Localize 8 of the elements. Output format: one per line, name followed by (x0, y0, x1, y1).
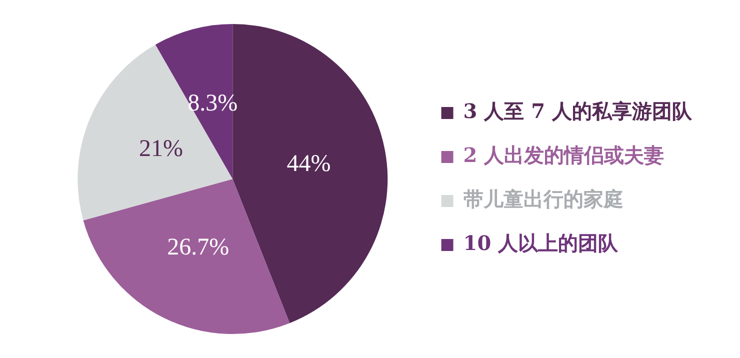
data-label: 44% (286, 150, 331, 177)
legend-label: 2 人出发的情侣或夫妻 (463, 143, 664, 168)
legend-label: 10 人以上的团队 (463, 231, 620, 256)
legend-label: 3 人至 7 人的私享游团队 (463, 99, 693, 124)
data-label: 8.3% (188, 90, 238, 116)
data-label: 21% (138, 136, 183, 162)
legend-label: 带儿童出行的家庭 (463, 187, 624, 212)
data-label: 26.7% (167, 234, 230, 261)
